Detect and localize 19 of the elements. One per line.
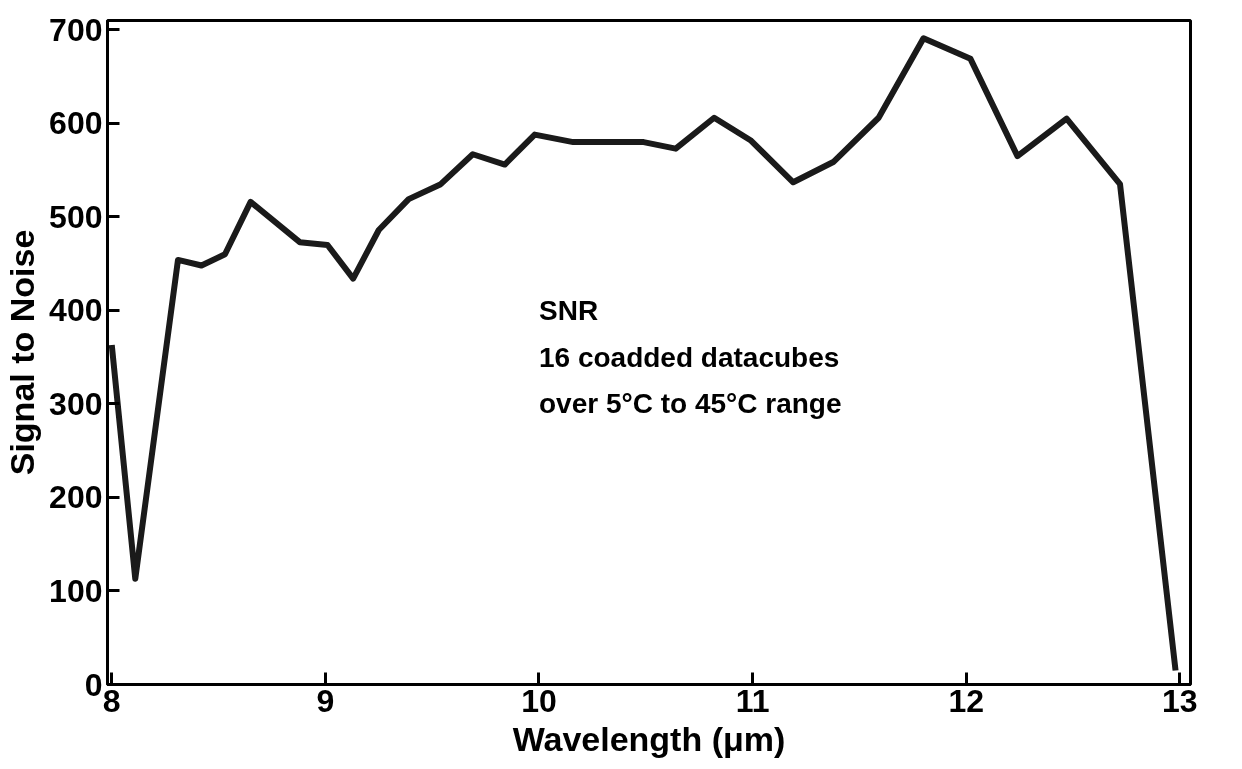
y-tick-label: 200 [49, 479, 103, 516]
x-tick-label: 8 [102, 682, 121, 719]
y-tick-label: 0 [84, 666, 103, 703]
y-tick-label: 300 [49, 385, 103, 422]
x-tick-label: 12 [948, 682, 985, 719]
annotation: SNR [538, 294, 599, 326]
y-tick-label: 700 [49, 11, 103, 48]
x-tick-label: 9 [316, 682, 335, 719]
y-tick-label: 500 [49, 198, 103, 235]
y-tick-label: 400 [49, 292, 103, 329]
x-tick-label: 13 [1162, 682, 1198, 719]
y-tick-label: 600 [49, 105, 103, 142]
annotation: 16 coadded datacubes [538, 341, 840, 373]
x-tick-label: 11 [735, 682, 770, 719]
x-axis-title: Wavelength (μm) [512, 719, 786, 758]
x-tick-label: 10 [521, 682, 557, 719]
y-tick-label: 100 [49, 572, 103, 609]
y-axis-title: Signal to Noise [3, 229, 42, 476]
annotation: over 5°C to 45°C range [538, 388, 842, 420]
